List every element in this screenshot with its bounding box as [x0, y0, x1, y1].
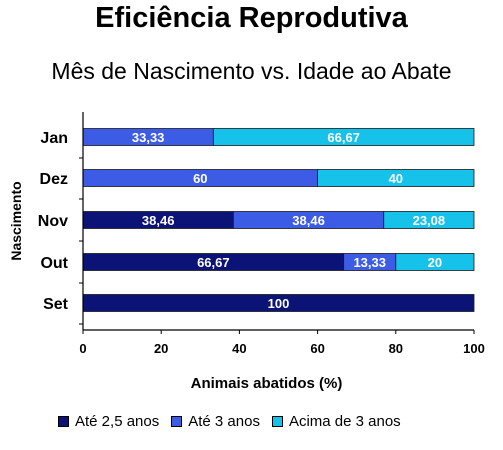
legend-item: Acima de 3 anos	[271, 412, 401, 430]
data-label: 100	[268, 296, 290, 311]
data-label: 33,33	[132, 130, 165, 145]
category-label: Jan	[40, 130, 68, 147]
data-label: 60	[193, 171, 207, 186]
chart-subtitle: Mês de Nascimento vs. Idade ao Abate	[51, 58, 452, 84]
x-tick-label: 80	[389, 341, 403, 356]
data-label: 23,08	[413, 213, 446, 228]
bar-segment	[317, 169, 475, 187]
x-tick-label: 20	[154, 341, 168, 356]
x-tick-label: 60	[310, 341, 324, 356]
legend-swatch	[271, 415, 283, 427]
chart-title: Eficiência Reprodutiva	[95, 2, 408, 34]
bar-segment	[383, 211, 475, 229]
data-label: 38,46	[142, 213, 175, 228]
bar-segment	[212, 128, 475, 146]
legend-label: Até 2,5 anos	[75, 412, 160, 430]
data-label: 20	[428, 255, 442, 270]
legend-swatch	[171, 415, 183, 427]
x-tick-label: 100	[463, 341, 485, 356]
legend-swatch	[58, 415, 69, 427]
data-label: 66,67	[197, 255, 230, 270]
data-label: 40	[389, 171, 403, 186]
category-label: Nov	[38, 213, 68, 230]
bars-group: 33,33 66,67 60 40 38,46 38,46 23,08 66,67 13,33 2…	[82, 128, 475, 312]
legend-label: Acima de 3 anos	[288, 412, 401, 430]
legend: Até 2,5 anos Até 3 anos Acima de 3 anos	[58, 410, 413, 432]
category-label: Dez	[40, 171, 68, 188]
category-label: Set	[43, 296, 69, 313]
legend-item: Até 3 anos	[171, 413, 260, 430]
data-label: 13,33	[353, 255, 386, 270]
data-label: 38,46	[292, 213, 325, 228]
axes-group: Jan Dez Nov Out Set 0 20 40 60 80 100	[38, 112, 485, 356]
x-tick-label: 40	[232, 341, 246, 356]
legend-label: Até 3 anos	[188, 412, 260, 430]
bar-segment	[395, 253, 475, 271]
category-label: Out	[40, 255, 68, 272]
y-axis-label: Nascimento	[8, 181, 24, 260]
data-label: 66,67	[327, 130, 360, 145]
x-tick-label: 0	[79, 341, 86, 356]
bar-chart: 33,33 66,67 60 40 38,46 38,46 23,08 66,67 13,33 2…	[8, 112, 485, 392]
legend-item: Até 2,5 anos	[58, 413, 159, 430]
x-axis-label: Animais abatidos (%)	[191, 375, 343, 392]
